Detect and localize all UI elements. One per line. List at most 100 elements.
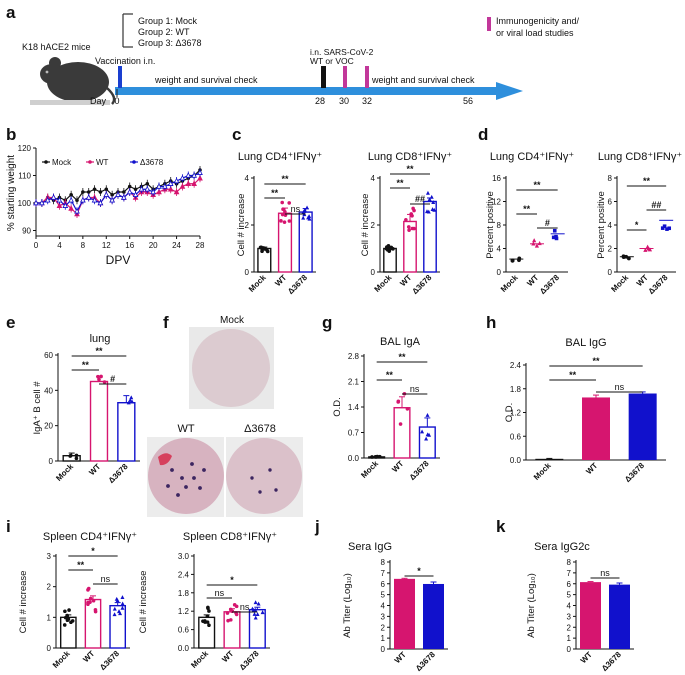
data-point (255, 612, 260, 617)
data-point (430, 207, 435, 212)
x-tick-label: 16 (125, 241, 134, 250)
y-tick-label: 1.4 (348, 403, 360, 412)
y-tick-label: 0.6 (178, 626, 190, 635)
data-point (537, 241, 542, 246)
y-axis-label: Cell # increase (138, 571, 149, 634)
data-point (81, 190, 85, 194)
legend-marker (44, 160, 48, 164)
y-tick-label: 0.7 (348, 429, 360, 438)
data-point (279, 219, 283, 223)
panel-label-h: h (486, 313, 496, 332)
data-point (66, 617, 71, 621)
x-tick-label: 8 (81, 241, 86, 250)
data-point (92, 187, 97, 192)
data-point (427, 197, 432, 202)
data-point (150, 188, 156, 195)
bar (423, 583, 444, 649)
data-point (197, 174, 203, 181)
data-point (287, 201, 292, 205)
day-tick-label: 0 (114, 96, 119, 106)
day-label: Day (90, 96, 107, 106)
y-tick-label: 1.2 (178, 607, 190, 616)
mouse-tail (106, 87, 116, 105)
data-point (281, 207, 285, 212)
y-tick-label: 90 (22, 227, 31, 236)
y-tick-label: 1 (47, 613, 52, 622)
y-axis-label: Percent positive (485, 191, 496, 259)
significance-label: ** (398, 352, 406, 362)
significance-label: ** (281, 174, 289, 184)
data-point (265, 248, 269, 252)
bar (84, 598, 102, 649)
y-tick-label: 5 (567, 591, 572, 600)
category-label: Mock (359, 459, 380, 480)
data-point (407, 228, 411, 232)
chart-title: Lung CD4⁺IFNγ⁺ (238, 151, 323, 163)
category-label: WT (87, 462, 102, 477)
data-point (85, 194, 92, 200)
data-point (398, 422, 403, 426)
data-point (70, 619, 75, 623)
data-point (665, 227, 669, 231)
data-point (102, 380, 107, 384)
significance-label: ** (95, 346, 103, 356)
y-tick-label: 0 (381, 645, 386, 654)
data-point (406, 225, 411, 229)
category-label: Mock (499, 273, 520, 294)
data-point (425, 209, 430, 214)
data-point (302, 208, 307, 212)
data-point (128, 398, 133, 402)
y-tick-label: 1.2 (510, 409, 522, 418)
bar (298, 211, 313, 273)
mouse-eye (45, 70, 49, 74)
chart-title: Lung CD8⁺IFNγ⁺ (598, 151, 683, 163)
y-tick-label: 0 (47, 644, 52, 653)
y-tick-label: 2 (245, 221, 250, 230)
data-point (425, 190, 430, 195)
data-point (62, 202, 69, 208)
data-point (517, 258, 521, 263)
y-axis-label: O.D. (332, 397, 343, 417)
data-point (112, 606, 117, 611)
significance-label: ns (240, 602, 250, 612)
data-point (405, 407, 410, 411)
data-point (179, 174, 186, 181)
data-point (305, 205, 310, 210)
data-point (109, 196, 115, 203)
legend-marker (88, 160, 92, 164)
data-point (120, 601, 125, 606)
data-point (396, 399, 401, 404)
elispot-spot (176, 493, 180, 497)
data-point (145, 181, 150, 186)
legend-text: or viral load studies (496, 28, 574, 38)
y-tick-label: 3 (567, 612, 572, 621)
data-point (69, 192, 73, 197)
data-point (377, 454, 382, 459)
group-label: Group 3: Δ3678 (138, 38, 202, 48)
data-point (551, 235, 556, 240)
mouse-icon (30, 57, 116, 105)
data-point (33, 199, 39, 206)
mouse-head (40, 64, 64, 84)
elispot-spot (202, 468, 206, 472)
x-tick-label: 24 (172, 241, 181, 250)
y-tick-label: 5 (381, 591, 386, 600)
category-label: Δ3678 (107, 462, 130, 485)
y-tick-label: 0 (567, 645, 572, 654)
data-point (44, 196, 51, 203)
y-tick-label: 4 (371, 174, 376, 183)
legend-label: WT (96, 158, 109, 167)
bar (223, 611, 241, 649)
category-label: Δ3678 (238, 649, 261, 672)
day-tick-label: 28 (315, 96, 325, 106)
y-axis-label: O.D. (504, 403, 515, 423)
y-axis-label: IgA⁺ B cell # (32, 381, 43, 435)
data-point (534, 243, 540, 248)
y-tick-label: 0 (371, 268, 376, 277)
y-tick-label: 120 (18, 144, 32, 153)
y-tick-label: 4 (381, 602, 386, 611)
category-label: WT (579, 650, 594, 665)
data-point (531, 241, 536, 246)
data-point (67, 608, 71, 612)
legend-marker (487, 17, 491, 31)
